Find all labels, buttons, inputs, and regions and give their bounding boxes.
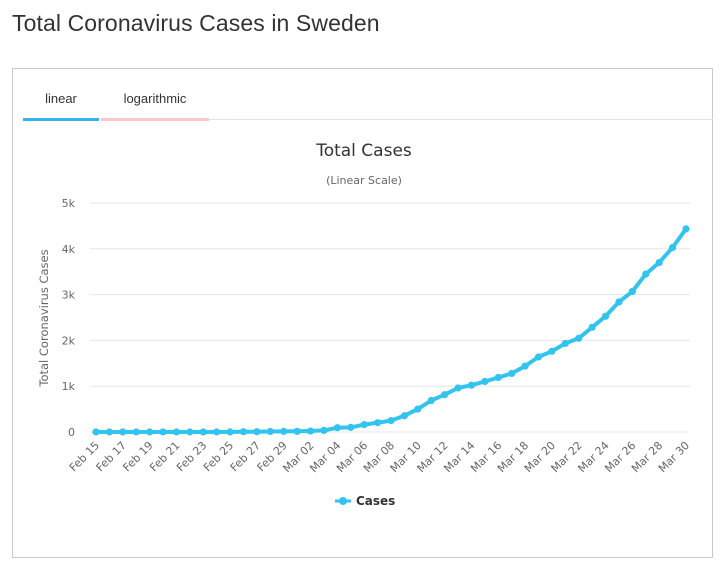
data-point[interactable] xyxy=(280,427,288,435)
data-point[interactable] xyxy=(347,423,355,431)
legend[interactable]: Cases xyxy=(335,494,395,508)
data-point[interactable] xyxy=(682,225,690,233)
data-point[interactable] xyxy=(146,428,154,436)
data-point[interactable] xyxy=(132,428,140,436)
y-axis-title: Total Coronavirus Cases xyxy=(37,249,51,387)
data-point[interactable] xyxy=(548,347,556,355)
data-point[interactable] xyxy=(226,428,234,436)
data-point[interactable] xyxy=(186,428,194,436)
data-point[interactable] xyxy=(642,270,650,278)
y-tick-label: 3k xyxy=(62,289,76,302)
data-point[interactable] xyxy=(454,384,462,392)
data-point[interactable] xyxy=(615,298,623,306)
y-tick-label: 4k xyxy=(62,243,76,256)
data-point[interactable] xyxy=(668,243,677,252)
data-point[interactable] xyxy=(253,428,261,436)
y-tick-label: 5k xyxy=(62,197,76,210)
data-point[interactable] xyxy=(481,377,489,386)
data-point[interactable] xyxy=(494,373,502,382)
y-tick-label: 2k xyxy=(62,334,76,347)
legend-marker-icon xyxy=(339,497,347,505)
data-point[interactable] xyxy=(333,424,341,432)
chart-panel: linear logarithmic xyxy=(12,68,713,558)
data-point[interactable] xyxy=(628,287,636,296)
data-point[interactable] xyxy=(588,323,596,331)
data-point[interactable] xyxy=(119,428,127,436)
data-point[interactable] xyxy=(213,428,221,436)
y-tick-label: 1k xyxy=(62,380,76,393)
y-tick-label: 0 xyxy=(68,426,75,439)
tab-linear[interactable]: linear xyxy=(23,87,99,121)
data-point[interactable] xyxy=(159,428,167,436)
data-point[interactable] xyxy=(575,334,583,342)
data-point[interactable] xyxy=(427,396,435,405)
data-point[interactable] xyxy=(441,391,449,399)
data-point[interactable] xyxy=(400,412,409,420)
data-point[interactable] xyxy=(414,405,422,413)
data-point[interactable] xyxy=(508,369,516,378)
scale-tabs: linear logarithmic xyxy=(23,87,713,121)
data-point[interactable] xyxy=(266,427,274,436)
data-point[interactable] xyxy=(387,417,395,425)
data-point[interactable] xyxy=(105,428,114,436)
data-point[interactable] xyxy=(534,353,543,361)
data-point[interactable] xyxy=(320,426,328,434)
legend-label-cases[interactable]: Cases xyxy=(356,494,395,508)
data-point[interactable] xyxy=(601,312,610,320)
page-title: Total Coronavirus Cases in Sweden xyxy=(12,10,380,36)
y-axis-ticks: 0 1k 2k 3k 4k 5k xyxy=(62,197,76,439)
data-point[interactable] xyxy=(655,258,663,267)
chart-title: Total Cases xyxy=(315,141,412,161)
data-point[interactable] xyxy=(561,339,569,348)
data-point[interactable] xyxy=(521,362,529,370)
data-point[interactable] xyxy=(293,427,301,435)
data-point[interactable] xyxy=(306,427,315,435)
data-point[interactable] xyxy=(360,421,368,429)
series-line-cases[interactable] xyxy=(94,226,688,434)
data-point[interactable] xyxy=(172,428,181,436)
series-cases[interactable] xyxy=(92,225,690,436)
data-point[interactable] xyxy=(373,419,382,427)
grid-lines xyxy=(90,202,690,433)
tab-logarithmic[interactable]: logarithmic xyxy=(101,87,209,121)
data-point[interactable] xyxy=(467,381,476,389)
data-point[interactable] xyxy=(92,428,100,436)
data-point[interactable] xyxy=(199,428,207,436)
data-point[interactable] xyxy=(239,428,248,436)
chart-subtitle: (Linear Scale) xyxy=(326,174,402,187)
